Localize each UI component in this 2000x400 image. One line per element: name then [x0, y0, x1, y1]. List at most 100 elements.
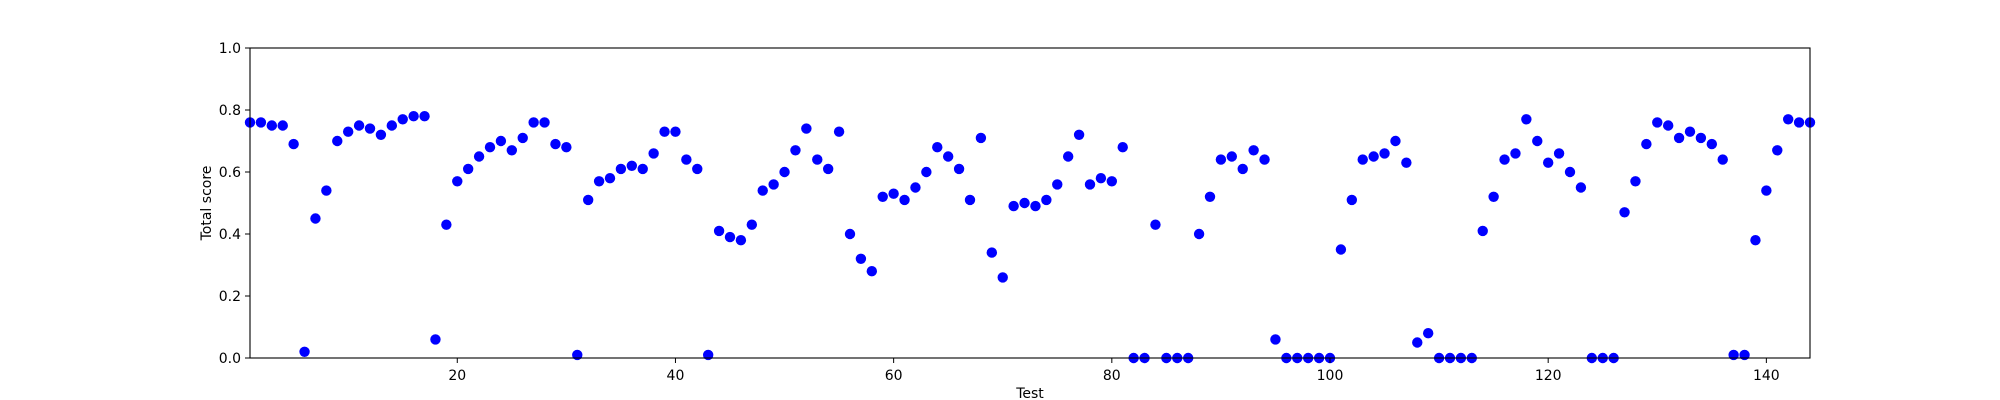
data-point [757, 185, 768, 196]
data-point [844, 228, 856, 240]
data-point [615, 163, 627, 175]
data-point [1761, 185, 1772, 196]
data-point [1717, 154, 1728, 165]
data-point [452, 176, 463, 187]
data-point [964, 194, 976, 206]
data-point [1750, 235, 1761, 246]
data-point [812, 154, 823, 165]
data-point [266, 120, 278, 131]
data-point [1510, 148, 1521, 159]
data-point [364, 123, 376, 134]
data-point [1259, 154, 1270, 165]
data-point [1684, 126, 1696, 137]
data-point [659, 126, 670, 137]
data-point [921, 166, 932, 178]
data-point [713, 225, 725, 237]
y-tick-label: 0.8 [219, 103, 241, 119]
data-point [1030, 200, 1041, 212]
data-point [604, 173, 616, 184]
data-point [833, 126, 845, 137]
x-tick-label: 20 [448, 368, 466, 384]
data-point [593, 176, 605, 187]
data-point [822, 163, 834, 175]
y-tick-label: 0.4 [219, 227, 241, 243]
data-point [1117, 142, 1128, 153]
data-point [288, 138, 299, 150]
data-point [441, 219, 452, 230]
data-point [1379, 148, 1390, 159]
data-point [1662, 120, 1674, 131]
plot-frame [249, 47, 1811, 359]
data-point [528, 117, 539, 128]
data-point [1095, 173, 1107, 184]
data-point [1619, 207, 1630, 218]
data-point [397, 114, 408, 125]
data-point [1346, 194, 1358, 206]
data-point [899, 194, 910, 206]
data-point [746, 219, 758, 230]
x-tick-label: 140 [1753, 368, 1780, 384]
data-point [495, 135, 507, 147]
data-point [942, 151, 954, 162]
data-point [1499, 154, 1510, 165]
y-axis-label: Total score [199, 166, 215, 242]
data-point [1226, 151, 1238, 162]
data-point [353, 120, 365, 131]
data-point [1008, 200, 1019, 212]
x-tick-label: 120 [1535, 368, 1562, 384]
data-point [648, 148, 659, 159]
data-point [1772, 145, 1783, 156]
data-point [430, 334, 441, 345]
data-point [299, 346, 310, 357]
data-point [255, 117, 267, 128]
data-point [975, 132, 987, 144]
data-point [866, 266, 878, 277]
y-tick-label: 0.2 [219, 289, 241, 305]
data-point [1652, 117, 1663, 128]
data-point [1706, 138, 1718, 150]
data-point [539, 117, 550, 128]
y-tick-label: 0.0 [219, 351, 241, 367]
data-point [1073, 129, 1085, 140]
data-point [1019, 197, 1030, 209]
data-point [768, 179, 779, 190]
data-point [1564, 166, 1576, 178]
data-point [790, 145, 801, 156]
data-point [779, 166, 790, 178]
data-point [506, 145, 518, 156]
data-point [386, 120, 398, 131]
data-point [419, 111, 430, 122]
data-point [626, 160, 638, 171]
data-point [681, 154, 692, 165]
x-axis-label: Test [1015, 386, 1044, 400]
data-point [1641, 138, 1652, 150]
data-point [1357, 154, 1368, 165]
data-point [1150, 219, 1161, 230]
data-point [1401, 157, 1412, 168]
data-point [310, 213, 321, 224]
data-point [484, 142, 496, 153]
data-point [1575, 182, 1587, 193]
data-point [1542, 157, 1554, 168]
data-point [375, 129, 387, 140]
data-point [997, 272, 1008, 283]
data-point [277, 120, 288, 131]
data-point [1422, 328, 1434, 339]
data-point [1215, 154, 1227, 165]
data-point [342, 126, 354, 137]
x-tick-label: 60 [885, 368, 903, 384]
data-point [692, 163, 703, 175]
data-point [1412, 337, 1423, 348]
data-point [1062, 151, 1074, 162]
data-point [1204, 191, 1216, 202]
data-point [932, 142, 943, 153]
data-points [244, 111, 1816, 364]
data-point [561, 142, 572, 153]
data-point [724, 231, 736, 243]
data-point [1193, 228, 1205, 240]
data-point [1695, 132, 1707, 144]
data-point [1793, 117, 1805, 128]
data-point [1521, 114, 1532, 125]
y-axis-ticks: 0.0 0.2 0.4 0.6 0.8 1.0 [219, 41, 250, 367]
data-point [1488, 191, 1499, 202]
